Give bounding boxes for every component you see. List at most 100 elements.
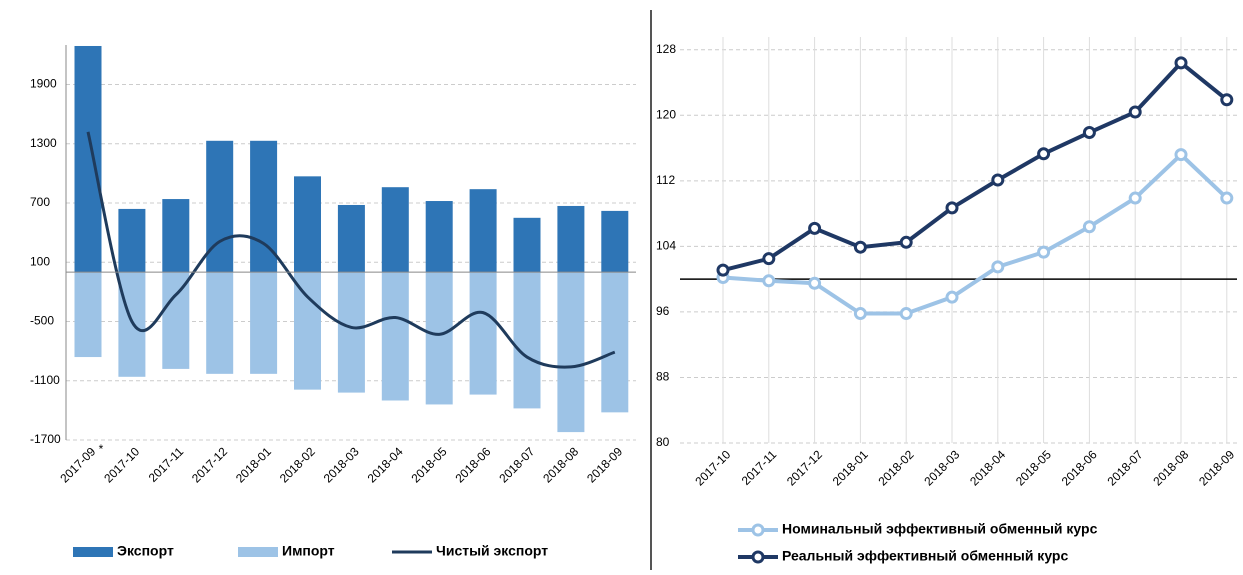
point xyxy=(991,173,1005,187)
y-tick-label: 120 xyxy=(656,107,676,121)
legend-marker xyxy=(751,523,765,537)
point xyxy=(1037,245,1051,259)
x-tick-label: 2018-03 xyxy=(321,444,362,485)
point xyxy=(1220,93,1234,107)
bar xyxy=(557,205,585,273)
point xyxy=(1128,191,1142,205)
x-tick-label: 2018-08 xyxy=(1150,447,1191,488)
legend-label: Чистый экспорт xyxy=(436,543,548,559)
point xyxy=(716,263,730,277)
x-tick-label: 2017-11 xyxy=(146,444,187,485)
point xyxy=(808,221,822,235)
point xyxy=(899,235,913,249)
bar xyxy=(162,272,190,369)
x-tick-label: 2018-06 xyxy=(1059,447,1100,488)
point xyxy=(945,201,959,215)
x-tick-label: 2017-12 xyxy=(189,444,230,485)
x-tick-label: 2018-07 xyxy=(1105,447,1146,488)
series-line xyxy=(722,60,1229,273)
point xyxy=(899,307,913,321)
bar xyxy=(513,272,541,409)
legend-marker xyxy=(751,550,765,564)
y-tick-label: 1300 xyxy=(30,136,57,150)
y-tick-label: -1700 xyxy=(30,432,61,446)
bar xyxy=(601,272,629,413)
x-tick-label: 2018-01 xyxy=(830,447,871,488)
point xyxy=(1220,191,1234,205)
y-tick-label: -500 xyxy=(30,314,54,328)
x-tick-label: 2017-10 xyxy=(101,444,142,485)
point xyxy=(808,276,822,290)
point xyxy=(1174,56,1188,70)
bar xyxy=(206,140,234,273)
point xyxy=(945,290,959,304)
point xyxy=(991,260,1005,274)
x-tick-label: 2018-01 xyxy=(233,444,274,485)
bar xyxy=(162,199,190,273)
y-tick-label: 88 xyxy=(656,370,670,384)
legend-label: Экспорт xyxy=(117,543,174,559)
x-tick-label: 2017-12 xyxy=(784,447,825,488)
legend-swatch xyxy=(73,547,113,557)
bar xyxy=(294,272,321,390)
y-tick-label: 96 xyxy=(656,304,670,318)
x-tick-label: 2018-05 xyxy=(409,444,450,485)
x-tick-label: 2018-05 xyxy=(1013,447,1054,488)
bar xyxy=(337,272,365,393)
bar xyxy=(557,272,585,433)
bar xyxy=(74,272,102,358)
annotation: * xyxy=(99,442,104,456)
legend-label: Реальный эффективный обменный курс xyxy=(782,548,1068,564)
x-tick-label: 2018-07 xyxy=(496,444,537,485)
point xyxy=(1128,105,1142,119)
y-tick-label: 104 xyxy=(656,239,676,253)
point xyxy=(1174,148,1188,162)
bar xyxy=(425,272,453,405)
bar xyxy=(206,272,234,374)
bar xyxy=(250,272,278,374)
series-line xyxy=(722,151,1229,316)
point xyxy=(1082,220,1096,234)
bar xyxy=(294,176,321,273)
bar xyxy=(381,272,409,401)
point xyxy=(762,274,776,288)
x-tick-label: 2017-09 xyxy=(57,444,98,485)
bar xyxy=(425,201,453,273)
bar xyxy=(469,189,497,273)
bar xyxy=(337,204,365,273)
y-tick-label: 80 xyxy=(656,435,670,449)
x-tick-label: 2018-04 xyxy=(365,444,406,485)
bar xyxy=(513,217,541,273)
y-tick-label: 700 xyxy=(30,195,50,209)
y-tick-label: 128 xyxy=(656,42,676,56)
x-tick-label: 2018-09 xyxy=(1196,447,1237,488)
point xyxy=(853,240,867,254)
y-tick-label: 112 xyxy=(656,173,675,187)
legend-swatch xyxy=(238,547,278,557)
legend-label: Номинальный эффективный обменный курс xyxy=(782,521,1098,537)
point xyxy=(762,252,776,266)
bar xyxy=(118,208,146,273)
x-tick-label: 2018-09 xyxy=(584,444,625,485)
bar xyxy=(601,210,629,273)
x-tick-label: 2018-08 xyxy=(540,444,581,485)
y-tick-label: -1100 xyxy=(30,373,60,387)
bar xyxy=(469,272,497,395)
point xyxy=(1082,126,1096,140)
bar xyxy=(381,187,409,273)
x-tick-label: 2018-02 xyxy=(277,444,318,485)
point xyxy=(1037,147,1051,161)
x-tick-label: 2017-11 xyxy=(739,447,780,488)
point xyxy=(853,307,867,321)
y-tick-label: 1900 xyxy=(30,77,57,91)
y-tick-label: 100 xyxy=(30,254,50,268)
x-tick-label: 2018-02 xyxy=(876,447,917,488)
x-tick-label: 2018-03 xyxy=(921,447,962,488)
x-tick-label: 2017-10 xyxy=(692,447,733,488)
net-line xyxy=(86,131,616,369)
bar xyxy=(74,45,102,273)
x-tick-label: 2018-04 xyxy=(967,447,1008,488)
legend-label: Импорт xyxy=(282,543,335,559)
x-tick-label: 2018-06 xyxy=(452,444,493,485)
